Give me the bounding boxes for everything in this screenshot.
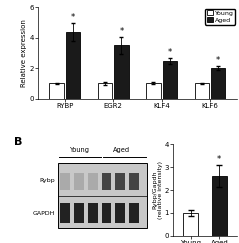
Bar (195, 83, 209, 99)
Bar (102, 173, 111, 190)
Text: *: * (217, 155, 222, 164)
Y-axis label: Rybp/Gapdh
(relative intensity): Rybp/Gapdh (relative intensity) (152, 161, 163, 219)
Bar (129, 203, 139, 223)
Bar (88, 173, 98, 190)
Bar (74, 173, 84, 190)
Bar (49, 83, 64, 99)
Text: Aged: Aged (113, 148, 130, 154)
Text: *: * (168, 48, 172, 57)
Text: *: * (119, 27, 124, 36)
Bar (88, 203, 98, 223)
Bar (98, 83, 112, 99)
Text: Young: Young (70, 148, 90, 154)
Text: B: B (14, 137, 22, 147)
Bar (60, 173, 70, 190)
Text: *: * (71, 13, 75, 22)
Text: GAPDH: GAPDH (33, 211, 55, 217)
Bar (115, 203, 125, 223)
Legend: Young, Aged: Young, Aged (205, 9, 235, 25)
Text: Rybp: Rybp (39, 178, 55, 183)
Bar (212, 176, 227, 236)
Bar (146, 83, 161, 99)
Bar (74, 203, 84, 223)
Bar (58, 163, 147, 228)
Bar (60, 203, 70, 223)
Bar (66, 32, 80, 99)
Y-axis label: Relative expression: Relative expression (21, 19, 27, 87)
Bar (183, 213, 198, 236)
Bar (211, 68, 225, 99)
Bar (129, 173, 139, 190)
Text: *: * (216, 56, 220, 65)
Bar (163, 61, 177, 99)
Bar (102, 203, 111, 223)
Bar (115, 173, 125, 190)
Bar (114, 45, 129, 99)
